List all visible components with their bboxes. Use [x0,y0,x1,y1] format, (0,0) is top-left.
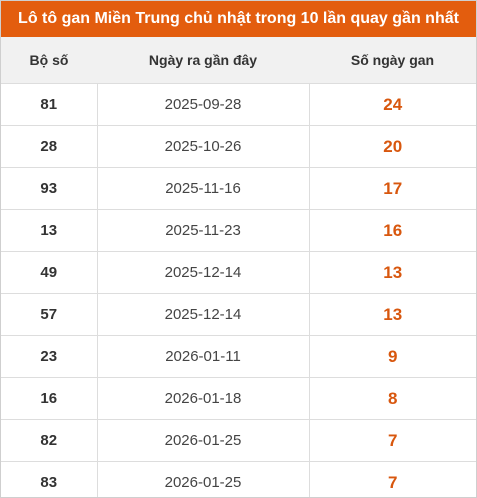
table-header-row: Bộ số Ngày ra gần đây Số ngày gan [1,37,476,84]
lotto-number: 49 [1,251,98,294]
lotto-number: 82 [1,419,98,462]
table-row: 16 2026-01-18 8 [1,377,476,420]
table-row: 23 2026-01-11 9 [1,335,476,378]
last-draw-date: 2026-01-11 [97,335,310,378]
table-row: 81 2025-09-28 24 [1,83,476,126]
column-header-ngay-ra: Ngày ra gần đây [97,37,309,84]
last-draw-date: 2025-09-28 [97,83,310,126]
days-absent: 9 [309,335,476,378]
table-row: 93 2025-11-16 17 [1,167,476,210]
table-row: 13 2025-11-23 16 [1,209,476,252]
table-row: 28 2025-10-26 20 [1,125,476,168]
days-absent: 7 [309,419,476,462]
last-draw-date: 2026-01-25 [97,419,310,462]
table-row: 82 2026-01-25 7 [1,419,476,462]
last-draw-date: 2025-12-14 [97,293,310,336]
last-draw-date: 2026-01-25 [97,461,310,497]
days-absent: 13 [309,251,476,294]
last-draw-date: 2025-10-26 [97,125,310,168]
days-absent: 8 [309,377,476,420]
table-title: Lô tô gan Miền Trung chủ nhật trong 10 l… [1,1,476,37]
days-absent: 20 [309,125,476,168]
table-row: 49 2025-12-14 13 [1,251,476,294]
lotto-number: 81 [1,83,98,126]
days-absent: 16 [309,209,476,252]
last-draw-date: 2026-01-18 [97,377,310,420]
last-draw-date: 2025-12-14 [97,251,310,294]
column-header-so-ngay-gan: Số ngày gan [309,37,476,84]
column-header-bo-so: Bộ số [1,37,97,84]
last-draw-date: 2025-11-16 [97,167,310,210]
lotto-number: 28 [1,125,98,168]
table-row: 57 2025-12-14 13 [1,293,476,336]
lotto-number: 93 [1,167,98,210]
lotto-number: 83 [1,461,98,497]
days-absent: 7 [388,472,398,492]
lo-gan-table: Bộ số Ngày ra gần đây Số ngày gan 81 202… [1,37,476,497]
lotto-number: 13 [1,209,98,252]
lotto-number: 16 [1,377,98,420]
days-absent: 17 [309,167,476,210]
days-absent: 13 [309,293,476,336]
days-absent: 24 [309,83,476,126]
lotto-number: 23 [1,335,98,378]
table-row: 83 2026-01-25 7 [1,461,476,497]
last-draw-date: 2025-11-23 [97,209,310,252]
lotto-number: 57 [1,293,98,336]
